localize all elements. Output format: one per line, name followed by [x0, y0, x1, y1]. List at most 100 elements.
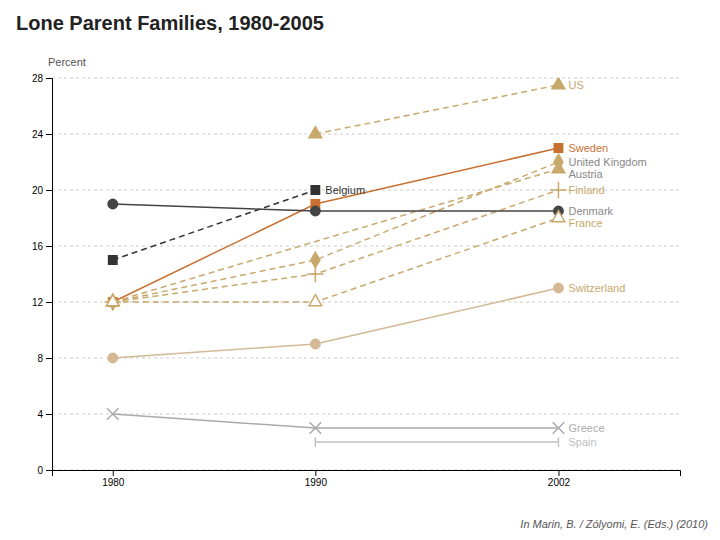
series-group	[105, 78, 567, 447]
tick: 16	[32, 241, 52, 252]
point	[307, 266, 323, 282]
point	[553, 422, 565, 434]
point	[107, 408, 119, 420]
point	[554, 144, 562, 152]
series-points	[108, 154, 563, 310]
point	[311, 186, 319, 194]
tick-label: 8	[37, 353, 43, 364]
grid-line	[52, 134, 680, 135]
series-points	[106, 162, 564, 306]
tick-label: 28	[32, 73, 44, 84]
tick: 24	[32, 129, 52, 140]
tick-label: 20	[32, 185, 44, 196]
plot-area: Percent 0 4 8 12 16 20 24 28 1980 1990 2002 US Sweden…	[32, 56, 681, 488]
point	[106, 295, 119, 306]
series-line	[113, 190, 316, 260]
point	[552, 162, 565, 173]
point	[311, 252, 320, 268]
point	[558, 437, 560, 446]
series-line	[113, 218, 559, 302]
tick: 12	[32, 297, 52, 308]
point	[109, 256, 117, 264]
tick-label: 12	[32, 297, 44, 308]
series-line	[113, 204, 559, 211]
annotation: Finland	[568, 184, 604, 196]
tick: 0	[37, 465, 52, 476]
series-line	[113, 190, 559, 302]
tick-mark	[46, 78, 52, 79]
tick-label: 4	[37, 409, 43, 420]
series-points	[109, 144, 563, 306]
annotation: Spain	[568, 436, 596, 448]
point	[311, 206, 320, 215]
annotation: US	[568, 79, 583, 91]
annotation: Austria	[568, 168, 603, 180]
tick-mark	[558, 470, 559, 476]
tick-mark	[46, 414, 52, 415]
tick-label: 24	[32, 129, 44, 140]
point	[554, 283, 563, 292]
point	[108, 199, 117, 208]
tick-label: 1990	[305, 477, 328, 488]
tick: 8	[37, 353, 52, 364]
series-points	[107, 408, 564, 434]
series-line	[113, 169, 559, 302]
tick-label: 0	[37, 465, 43, 476]
point	[310, 422, 322, 434]
series-points	[106, 211, 564, 306]
series-points	[109, 186, 320, 264]
point	[108, 353, 117, 362]
annotations: USSwedenUnited KingdomAustriaBelgiumFinl…	[325, 79, 646, 448]
point	[309, 127, 322, 138]
point	[315, 437, 317, 446]
tick-mark	[46, 470, 52, 471]
tick-mark	[46, 134, 52, 135]
annotation: Sweden	[568, 142, 608, 154]
subtitle: In Marin, B. / Zólyomi, E. (Eds.) (2010)	[520, 518, 708, 530]
series-line	[113, 288, 559, 358]
tick-mark	[315, 470, 316, 476]
tick-mark	[46, 302, 52, 303]
tick-label: 2002	[548, 477, 571, 488]
series-points	[108, 199, 563, 215]
point	[552, 211, 565, 222]
tick-label: 16	[32, 241, 44, 252]
grid-line	[52, 414, 680, 415]
tick: 4	[37, 409, 52, 420]
tick: 20	[32, 185, 52, 196]
annotation: Greece	[568, 422, 604, 434]
grid-line	[52, 78, 680, 79]
series-points	[309, 78, 565, 138]
annotation: United Kingdom	[568, 156, 646, 168]
point	[550, 182, 566, 198]
annotation: France	[568, 217, 602, 229]
tick-mark	[46, 246, 52, 247]
grid-line	[52, 246, 680, 247]
tick-mark	[113, 470, 114, 476]
series-points	[105, 182, 567, 310]
series-line	[315, 85, 558, 134]
axis-line	[53, 471, 681, 477]
tick: 1980	[102, 470, 125, 488]
series-points	[315, 437, 558, 446]
series-line	[113, 414, 559, 428]
annotation: Switzerland	[568, 282, 625, 294]
grid	[52, 78, 680, 470]
y-axis-title: Percent	[48, 56, 86, 68]
series-line	[315, 441, 558, 443]
tick: 1990	[305, 470, 328, 488]
tick-mark	[46, 358, 52, 359]
tick-label: 1980	[102, 477, 125, 488]
series-points	[108, 283, 563, 362]
tick: 2002	[548, 470, 571, 488]
series-line	[113, 162, 559, 302]
tick-mark	[46, 190, 52, 191]
axis-line	[46, 79, 53, 471]
point	[309, 295, 322, 306]
annotation: Denmark	[568, 205, 613, 217]
title: Lone Parent Families, 1980-2005	[16, 12, 324, 34]
point	[311, 339, 320, 348]
tick: 28	[32, 73, 52, 84]
point	[552, 78, 565, 89]
point	[106, 295, 119, 306]
